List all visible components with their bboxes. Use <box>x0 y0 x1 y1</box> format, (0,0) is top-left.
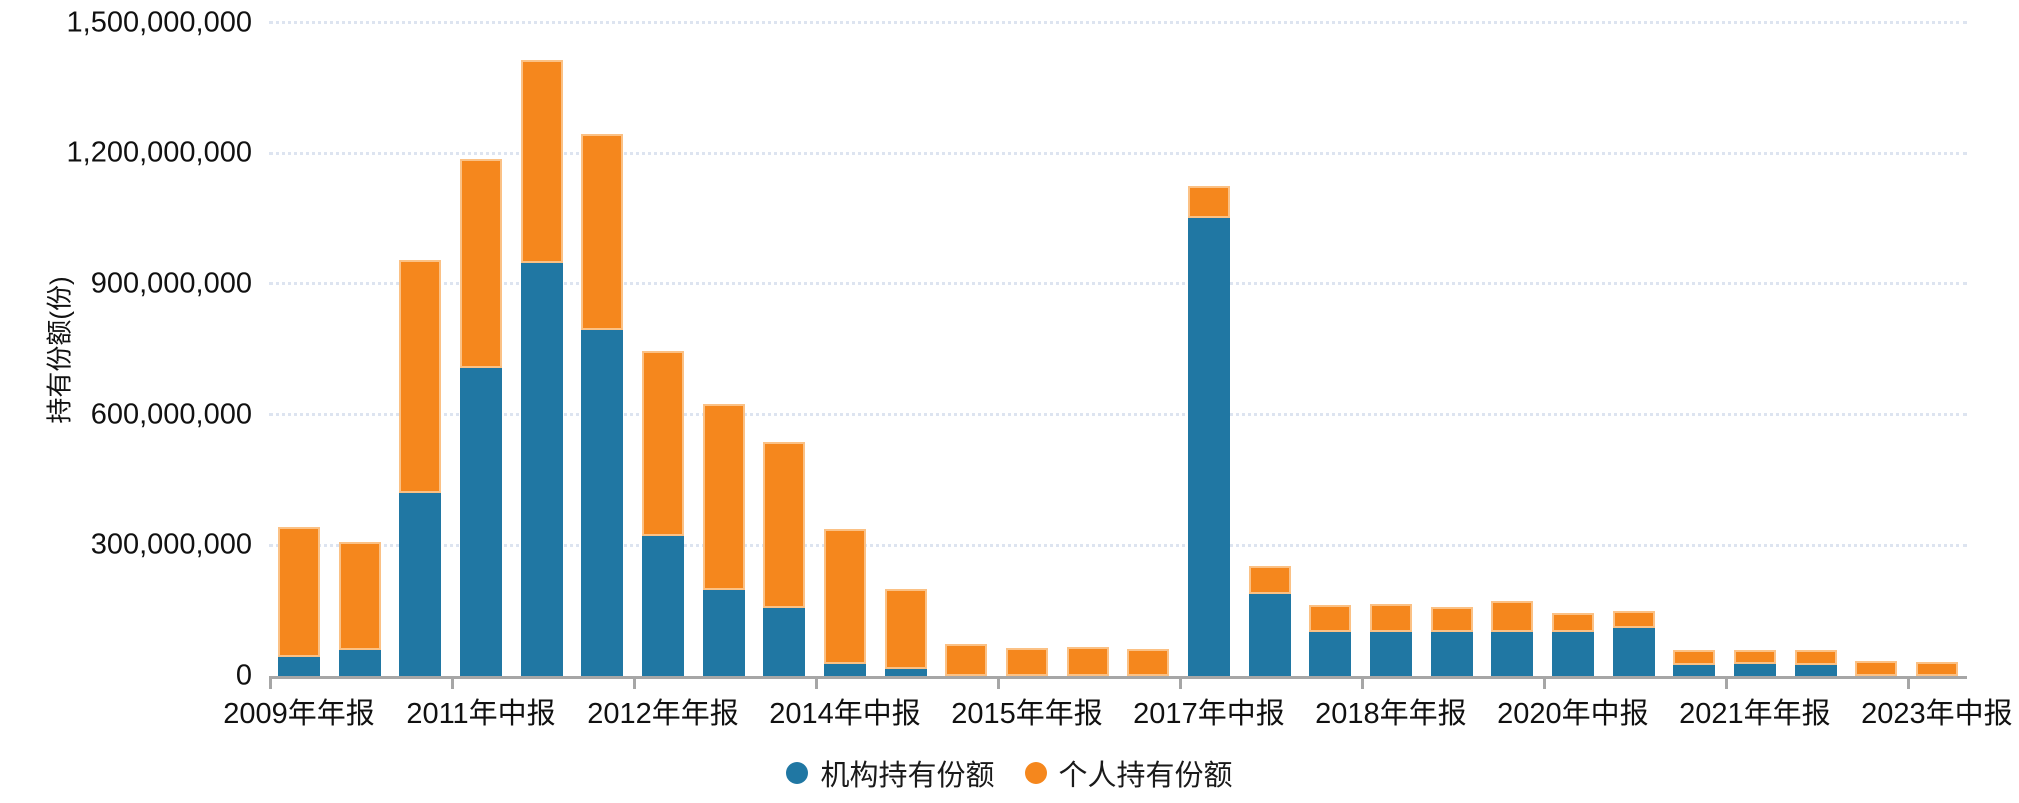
bar-segment-机构持有份额[interactable] <box>1551 631 1594 676</box>
x-axis-label: 2011年中报 <box>406 698 556 730</box>
x-axis-tick <box>1178 679 1182 689</box>
bar-segment-个人持有份额[interactable] <box>945 644 988 676</box>
bar-segment-个人持有份额[interactable] <box>1491 601 1534 632</box>
bar-segment-机构持有份额[interactable] <box>338 649 381 676</box>
bar-segment-个人持有份额[interactable] <box>581 133 624 330</box>
bar-segment-机构持有份额[interactable] <box>1248 594 1291 676</box>
bar-segment-个人持有份额[interactable] <box>763 442 806 609</box>
bar-segment-个人持有份额[interactable] <box>1551 612 1594 632</box>
bar-segment-机构持有份额[interactable] <box>1187 217 1230 676</box>
bar-segment-机构持有份额[interactable] <box>460 367 502 676</box>
bar-segment-机构持有份额[interactable] <box>823 663 866 676</box>
bar-segment-机构持有份额[interactable] <box>1612 628 1655 676</box>
bar-segment-个人持有份额[interactable] <box>1127 648 1170 676</box>
gridline <box>268 413 1968 417</box>
x-axis-tick <box>1542 679 1546 689</box>
bar-segment-个人持有份额[interactable] <box>1855 661 1898 676</box>
bar-segment-机构持有份额[interactable] <box>1733 664 1776 676</box>
bar-segment-个人持有份额[interactable] <box>884 588 927 670</box>
legend-item-机构持有份额[interactable]: 机构持有份额 <box>786 752 995 794</box>
y-axis-tick-label: 900,000,000 <box>90 267 252 300</box>
gridline <box>268 21 1968 24</box>
y-axis-tick-label: 0 <box>235 659 252 692</box>
bar-segment-机构持有份额[interactable] <box>641 536 684 676</box>
y-axis-tick-label: 1,200,000,000 <box>66 136 252 169</box>
bar-segment-机构持有份额[interactable] <box>1491 631 1534 676</box>
y-axis-tick-label: 600,000,000 <box>90 398 252 431</box>
bar-segment-个人持有份额[interactable] <box>520 60 563 263</box>
y-axis-tick-label: 1,500,000,000 <box>66 6 252 38</box>
bar-segment-机构持有份额[interactable] <box>1369 631 1412 676</box>
bar-segment-个人持有份额[interactable] <box>1005 648 1048 676</box>
bar-segment-个人持有份额[interactable] <box>338 541 381 650</box>
gridline <box>268 282 1968 286</box>
x-axis-tick <box>1360 679 1364 689</box>
bar-segment-机构持有份额[interactable] <box>1794 664 1837 676</box>
legend-dot-icon <box>1024 762 1047 784</box>
bar-segment-机构持有份额[interactable] <box>1673 665 1716 676</box>
bar-segment-个人持有份额[interactable] <box>1612 611 1655 629</box>
x-axis-label: 2017年中报 <box>1133 698 1285 730</box>
bar-segment-机构持有份额[interactable] <box>763 608 806 676</box>
legend-item-label: 机构持有份额 <box>820 760 995 792</box>
bar-segment-个人持有份额[interactable] <box>1369 604 1412 632</box>
bar-segment-机构持有份额[interactable] <box>520 262 563 676</box>
x-axis-label: 2020年中报 <box>1497 698 1649 730</box>
x-axis-tick <box>268 679 272 689</box>
bar-segment-个人持有份额[interactable] <box>1915 662 1958 676</box>
bar-segment-个人持有份额[interactable] <box>1187 185 1230 218</box>
bar-segment-个人持有份额[interactable] <box>399 259 442 494</box>
x-axis-tick <box>996 679 1000 689</box>
bar-segment-个人持有份额[interactable] <box>1430 607 1473 632</box>
bar-segment-个人持有份额[interactable] <box>1673 649 1716 666</box>
x-axis-label: 2021年年报 <box>1679 698 1831 730</box>
x-axis-tick <box>1724 679 1728 689</box>
x-axis-label: 2023年中报 <box>1861 698 2013 730</box>
y-axis-tick-label: 300,000,000 <box>90 528 252 561</box>
bar-segment-个人持有份额[interactable] <box>1066 646 1109 676</box>
x-axis-tick <box>814 679 818 689</box>
legend-dot-icon <box>786 762 809 784</box>
legend-item-label: 个人持有份额 <box>1058 760 1233 792</box>
bar-segment-个人持有份额[interactable] <box>460 158 502 368</box>
legend-item-个人持有份额[interactable]: 个人持有份额 <box>1024 752 1233 794</box>
bar-segment-个人持有份额[interactable] <box>702 404 745 591</box>
legend: 机构持有份额 个人持有份额 <box>0 752 2019 794</box>
bar-segment-机构持有份额[interactable] <box>581 329 624 676</box>
bar-segment-个人持有份额[interactable] <box>1733 649 1776 665</box>
x-axis-tick <box>632 679 636 689</box>
x-axis-label: 2015年年报 <box>951 698 1103 730</box>
bar-segment-个人持有份额[interactable] <box>1794 649 1837 665</box>
gridline <box>268 543 1968 547</box>
gridline <box>268 151 1968 155</box>
x-axis-label: 2018年年报 <box>1315 698 1467 730</box>
bar-segment-机构持有份额[interactable] <box>702 590 745 676</box>
x-axis-label: 2014年中报 <box>769 698 921 730</box>
x-axis-label: 2009年年报 <box>223 698 375 730</box>
x-axis-tick <box>1906 679 1910 689</box>
bar-segment-个人持有份额[interactable] <box>1248 566 1291 595</box>
x-axis-label: 2012年年报 <box>587 698 739 730</box>
bar-segment-机构持有份额[interactable] <box>278 657 321 676</box>
bar-segment-机构持有份额[interactable] <box>1430 631 1473 676</box>
bar-segment-个人持有份额[interactable] <box>641 350 684 537</box>
bar-segment-个人持有份额[interactable] <box>278 526 321 658</box>
bar-segment-机构持有份额[interactable] <box>399 493 442 676</box>
x-axis-line <box>268 676 1968 679</box>
x-axis-tick <box>450 679 454 689</box>
bar-segment-个人持有份额[interactable] <box>1309 604 1352 632</box>
bar-segment-机构持有份额[interactable] <box>884 669 927 676</box>
bar-segment-机构持有份额[interactable] <box>1309 631 1352 676</box>
bar-segment-个人持有份额[interactable] <box>823 528 866 664</box>
